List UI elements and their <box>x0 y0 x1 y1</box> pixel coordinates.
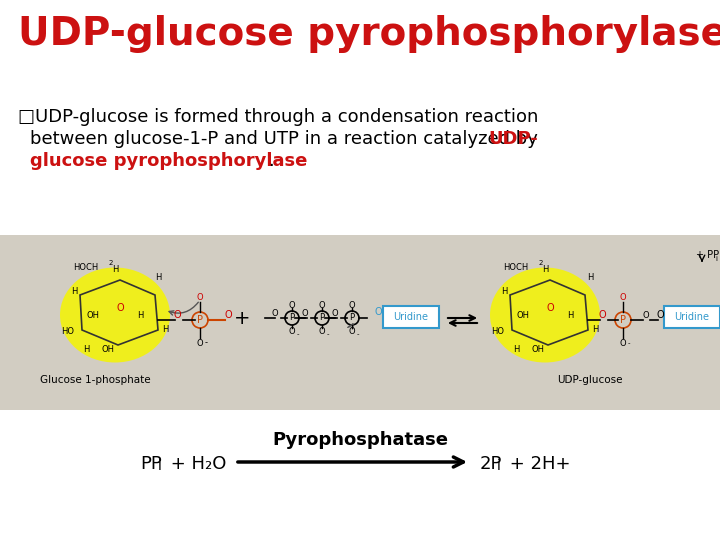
Text: + PP: + PP <box>696 250 719 260</box>
Text: -: - <box>204 339 207 348</box>
Text: P: P <box>320 314 325 322</box>
Text: O: O <box>348 327 355 335</box>
Text: H: H <box>112 266 118 274</box>
Text: O: O <box>289 300 295 309</box>
Text: Pyrophosphatase: Pyrophosphatase <box>272 431 448 449</box>
Bar <box>0 235 720 410</box>
Text: +: + <box>234 308 251 327</box>
FancyBboxPatch shape <box>664 306 720 328</box>
Text: O: O <box>174 310 181 320</box>
Text: H: H <box>155 273 161 282</box>
Text: HO: HO <box>491 327 504 336</box>
Text: Glucose 1-phosphate: Glucose 1-phosphate <box>40 375 150 385</box>
Text: P: P <box>620 315 626 325</box>
Text: Uridine: Uridine <box>394 312 428 322</box>
Text: O: O <box>319 300 325 309</box>
Text: H: H <box>587 273 593 282</box>
Text: -: - <box>327 331 329 337</box>
Text: i: i <box>715 256 717 262</box>
Text: H: H <box>71 287 77 296</box>
Text: O: O <box>620 294 626 302</box>
Text: + H₂O: + H₂O <box>165 455 226 473</box>
Text: H: H <box>513 346 519 354</box>
Text: i: i <box>158 459 162 473</box>
Text: UDP-glucose pyrophosphorylase: UDP-glucose pyrophosphorylase <box>18 15 720 53</box>
Ellipse shape <box>60 267 170 362</box>
FancyArrowPatch shape <box>238 457 464 467</box>
Text: UDP-glucose: UDP-glucose <box>557 375 623 385</box>
Text: OH: OH <box>516 310 529 320</box>
Text: O: O <box>656 310 664 320</box>
Text: -: - <box>356 331 359 337</box>
Text: OH: OH <box>86 310 99 320</box>
Text: glucose pyrophosphorylase: glucose pyrophosphorylase <box>30 152 307 170</box>
Text: HOCH: HOCH <box>503 264 528 273</box>
Text: OH: OH <box>102 346 114 354</box>
Text: i: i <box>497 459 501 473</box>
Text: between glucose-1-P and UTP in a reaction catalyzed by: between glucose-1-P and UTP in a reactio… <box>30 130 544 148</box>
Text: O: O <box>598 310 606 320</box>
FancyArrowPatch shape <box>348 324 353 329</box>
Text: UDP-: UDP- <box>488 130 538 148</box>
Text: HO: HO <box>61 327 74 336</box>
Text: .: . <box>268 152 274 170</box>
Text: O: O <box>197 294 203 302</box>
Text: H: H <box>567 310 573 320</box>
Text: P: P <box>349 314 354 322</box>
Text: H: H <box>137 310 143 320</box>
Ellipse shape <box>490 267 600 362</box>
Text: O: O <box>271 308 279 318</box>
Text: O: O <box>348 300 355 309</box>
FancyArrowPatch shape <box>169 302 198 315</box>
Text: + 2H+: + 2H+ <box>504 455 570 473</box>
Text: O: O <box>620 339 626 348</box>
Text: □UDP-glucose is formed through a condensation reaction: □UDP-glucose is formed through a condens… <box>18 108 539 126</box>
Text: O: O <box>374 307 382 317</box>
Text: O: O <box>197 339 203 348</box>
Text: O: O <box>116 303 124 313</box>
Text: -: - <box>297 331 300 337</box>
Text: P: P <box>289 314 294 322</box>
Text: O: O <box>224 310 232 320</box>
FancyBboxPatch shape <box>383 306 439 328</box>
Text: O: O <box>302 308 308 318</box>
Text: O: O <box>332 308 338 318</box>
Text: OH: OH <box>531 346 544 354</box>
Text: PP: PP <box>140 455 162 473</box>
Text: 2P: 2P <box>480 455 503 473</box>
Text: HOCH: HOCH <box>73 264 98 273</box>
Text: H: H <box>83 346 89 354</box>
Text: -: - <box>628 340 630 346</box>
Text: 2: 2 <box>539 260 544 266</box>
Text: O: O <box>643 310 649 320</box>
Text: H: H <box>592 326 598 334</box>
Text: H: H <box>501 287 507 296</box>
Text: O: O <box>546 303 554 313</box>
Text: H: H <box>162 326 168 334</box>
Text: O: O <box>289 327 295 335</box>
Text: O: O <box>319 327 325 335</box>
Text: Uridine: Uridine <box>675 312 709 322</box>
Text: P: P <box>197 315 203 325</box>
Text: 2: 2 <box>109 260 113 266</box>
Text: H: H <box>542 266 548 274</box>
Bar <box>0 235 720 410</box>
